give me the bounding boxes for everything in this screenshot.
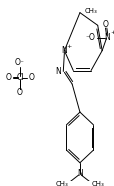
Text: +: + <box>109 30 114 35</box>
Text: CH₃: CH₃ <box>91 181 103 186</box>
Text: CH₃: CH₃ <box>55 181 68 186</box>
Text: Cl: Cl <box>16 73 23 82</box>
Text: O: O <box>5 73 11 82</box>
Text: O: O <box>28 73 34 82</box>
Text: N: N <box>76 169 82 178</box>
Text: +: + <box>66 44 71 49</box>
Text: CH₃: CH₃ <box>84 8 96 14</box>
Text: N: N <box>55 67 61 76</box>
Text: N: N <box>60 46 66 55</box>
Text: ⁻O: ⁻O <box>85 33 94 42</box>
Text: O: O <box>102 20 108 29</box>
Text: N: N <box>103 33 109 42</box>
Text: O⁻: O⁻ <box>15 58 25 68</box>
Text: O: O <box>17 88 23 97</box>
